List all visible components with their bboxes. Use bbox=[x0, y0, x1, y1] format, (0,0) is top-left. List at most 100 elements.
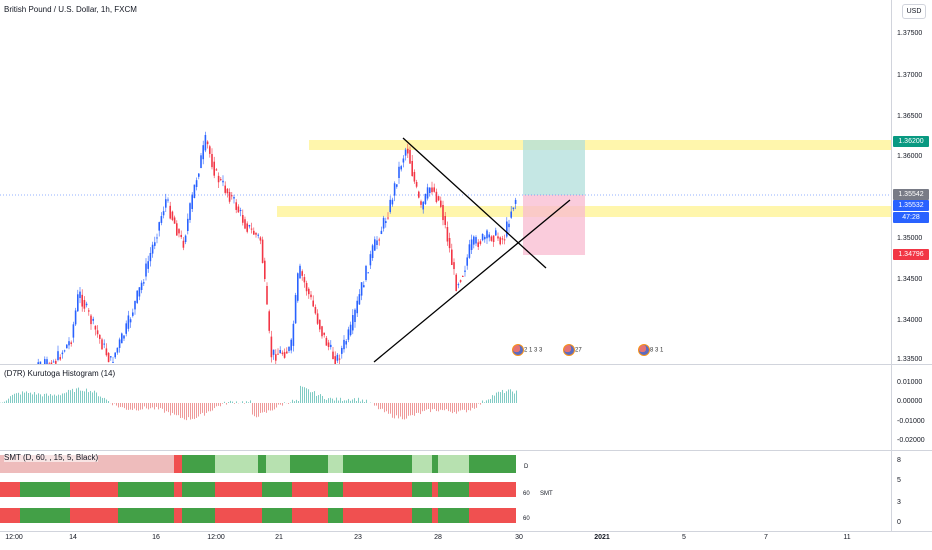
candle-body bbox=[63, 350, 66, 352]
candle-body bbox=[345, 341, 347, 345]
smt-cell bbox=[118, 455, 174, 473]
candle-body bbox=[462, 276, 464, 277]
ascending-trendline[interactable] bbox=[373, 199, 571, 363]
candle-body bbox=[46, 359, 48, 364]
histogram-bar bbox=[158, 403, 159, 410]
candle-body bbox=[363, 285, 365, 288]
candle-body bbox=[195, 180, 198, 187]
histogram-bar bbox=[504, 393, 505, 403]
smt-cell bbox=[343, 508, 412, 523]
economic-event-3[interactable]: 8 3 1 bbox=[638, 344, 663, 356]
candle-body bbox=[341, 347, 343, 354]
candle-body bbox=[286, 351, 288, 354]
candle-body bbox=[305, 282, 308, 292]
time-axis[interactable] bbox=[0, 532, 891, 550]
smt-cell bbox=[0, 482, 20, 497]
histogram-bar bbox=[318, 395, 319, 403]
histogram-bar bbox=[136, 403, 137, 411]
histogram-bar bbox=[460, 403, 461, 411]
smt-axis[interactable]: 8 5 3 0 bbox=[891, 451, 932, 531]
histogram-bar bbox=[470, 403, 471, 411]
smt-cell bbox=[20, 482, 70, 497]
candle-body bbox=[440, 200, 442, 207]
candle-body bbox=[453, 262, 455, 270]
economic-event-1[interactable]: 2 1 3 3 bbox=[512, 344, 542, 356]
histogram-bar bbox=[78, 387, 79, 403]
pane-separator[interactable] bbox=[0, 364, 932, 365]
time-tick: 11 bbox=[843, 534, 851, 541]
histogram-bar bbox=[510, 389, 511, 403]
histogram-bar bbox=[284, 402, 285, 403]
economic-event-2[interactable]: 27 bbox=[563, 344, 582, 356]
time-tick: 7 bbox=[764, 534, 768, 541]
histogram-bar bbox=[308, 389, 309, 403]
smt-cell bbox=[118, 482, 174, 497]
price-axis[interactable]: 1.37500 1.37000 1.36500 1.36000 1.35000 … bbox=[891, 0, 932, 364]
candle-body bbox=[411, 161, 413, 177]
histogram-bar bbox=[204, 403, 205, 416]
candle-body bbox=[226, 188, 229, 194]
histogram-bar bbox=[6, 400, 7, 403]
candle-body bbox=[510, 211, 512, 218]
histogram-bar bbox=[254, 403, 255, 417]
histogram-bar bbox=[150, 403, 151, 409]
smt-cell bbox=[258, 455, 266, 473]
candle-body bbox=[336, 354, 339, 361]
smt-cell bbox=[412, 482, 432, 497]
time-tick: 16 bbox=[152, 534, 160, 541]
smt-cell bbox=[182, 482, 215, 497]
candle-body bbox=[123, 335, 125, 339]
histogram-bar bbox=[452, 403, 453, 414]
histogram-bar bbox=[354, 398, 355, 403]
histogram-bar bbox=[324, 399, 325, 403]
candle-body bbox=[165, 199, 167, 208]
candle-body bbox=[514, 199, 517, 204]
histogram-bar bbox=[172, 403, 173, 413]
candle-body bbox=[431, 187, 433, 193]
candle-body bbox=[497, 236, 499, 239]
histogram-bar bbox=[226, 403, 227, 405]
pane-separator[interactable] bbox=[0, 450, 932, 451]
currency-button[interactable]: USD bbox=[902, 4, 926, 19]
time-tick: 12:00 bbox=[5, 534, 23, 541]
last-price-badge: 1.35532 bbox=[893, 200, 929, 211]
histogram-bar bbox=[388, 403, 389, 414]
kurutoga-histogram-pane[interactable] bbox=[0, 365, 891, 450]
candle-body bbox=[270, 336, 273, 358]
histogram-bar bbox=[364, 402, 365, 403]
histogram-axis[interactable]: 0.01000 0.00000 -0.01000 -0.02000 bbox=[891, 365, 932, 450]
candle-body bbox=[107, 352, 110, 363]
histogram-bar bbox=[502, 389, 503, 403]
histogram-tick: 0.00000 bbox=[897, 398, 923, 405]
histogram-bar bbox=[144, 403, 145, 407]
stop-loss-area[interactable] bbox=[523, 195, 585, 255]
histogram-bar bbox=[474, 403, 475, 409]
histogram-bar bbox=[162, 403, 163, 409]
histogram-bar bbox=[50, 394, 51, 403]
candle-body bbox=[398, 166, 400, 178]
price-chart-pane[interactable] bbox=[0, 0, 891, 364]
candle-body bbox=[369, 254, 372, 266]
histogram-bar bbox=[42, 396, 43, 403]
descending-trendline[interactable] bbox=[402, 137, 547, 269]
candle-body bbox=[402, 158, 405, 163]
histogram-bar bbox=[492, 395, 493, 403]
candle-body bbox=[92, 318, 94, 321]
histogram-bar bbox=[188, 403, 189, 418]
profit-target-area[interactable] bbox=[523, 140, 585, 195]
histogram-bar bbox=[366, 399, 367, 403]
candle-body bbox=[316, 313, 319, 324]
histogram-bar bbox=[96, 392, 97, 403]
histogram-bar bbox=[18, 392, 19, 403]
candle-body bbox=[121, 333, 123, 344]
candle-body bbox=[103, 343, 105, 345]
histogram-tick: -0.02000 bbox=[897, 437, 925, 444]
smt-pane[interactable] bbox=[0, 451, 891, 531]
candle-body bbox=[184, 235, 187, 242]
histogram-bar bbox=[250, 400, 251, 403]
candle-body bbox=[125, 323, 127, 334]
smt-cell bbox=[432, 482, 438, 497]
time-tick: 12:00 bbox=[207, 534, 225, 541]
symbol-title: British Pound / U.S. Dollar, 1h, FXCM bbox=[4, 5, 137, 14]
